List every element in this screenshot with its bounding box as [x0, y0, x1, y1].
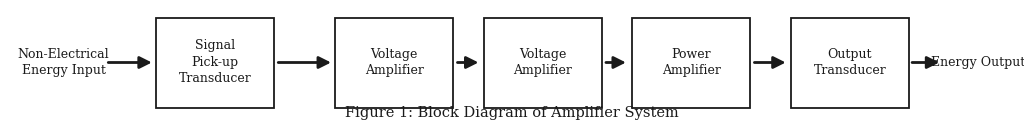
Bar [484, 18, 602, 108]
Bar [633, 18, 750, 108]
Bar [336, 18, 453, 108]
Text: Non-Electrical
Energy Input: Non-Electrical Energy Input [17, 48, 110, 77]
Text: Figure 1: Block Diagram of Amplifier System: Figure 1: Block Diagram of Amplifier Sys… [345, 106, 679, 120]
Text: Output
Transducer: Output Transducer [813, 48, 887, 77]
Text: Voltage
Amplifier: Voltage Amplifier [513, 48, 572, 77]
Bar [156, 18, 274, 108]
Text: Energy Output: Energy Output [931, 56, 1024, 69]
Text: Power
Amplifier: Power Amplifier [662, 48, 721, 77]
Text: Voltage
Amplifier: Voltage Amplifier [365, 48, 424, 77]
Text: Signal
Pick-up
Transducer: Signal Pick-up Transducer [178, 40, 252, 86]
Bar [791, 18, 909, 108]
